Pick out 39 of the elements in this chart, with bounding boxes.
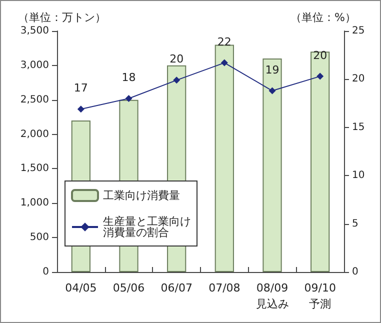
y2-tick-label: 25: [352, 26, 365, 36]
data-label: 17: [74, 82, 88, 95]
x-tick-label: 05/06: [112, 282, 145, 294]
x-tick-label: 06/07: [160, 282, 192, 294]
y-tick-label: 1,000: [20, 198, 49, 209]
x-tick-label: 04/05: [65, 282, 97, 294]
data-label: 20: [313, 48, 328, 62]
y2-axis-title: （単位：%）: [290, 11, 356, 24]
point: [77, 106, 84, 113]
y-tick-label: 2,500: [20, 94, 49, 106]
data-label: 22: [217, 35, 232, 48]
bar: [214, 44, 234, 272]
bar: [262, 58, 282, 272]
point: [125, 94, 132, 102]
point: [220, 59, 228, 66]
y2-tick-label: 0: [352, 266, 358, 278]
legend-label: 工業向け消費量: [103, 189, 180, 202]
y2-tick-label: 20: [352, 74, 365, 85]
x-tick-label: 08/09 見込み: [256, 282, 289, 310]
y2-tick-label: 10: [352, 170, 365, 182]
data-label: 19: [265, 63, 280, 76]
y2-tick-label: 5: [352, 218, 358, 230]
point: [173, 76, 180, 84]
y2-tick-label: 15: [352, 122, 365, 133]
y-tick-label: 500: [30, 232, 49, 244]
x-tick-label: 09/10 予測: [304, 282, 336, 310]
y-tick-label: 1,500: [20, 163, 49, 174]
legend-label: 生産量と工業向け消費量の割合: [103, 215, 191, 239]
y-tick-label: 3,000: [20, 60, 49, 71]
data-label: 20: [170, 52, 184, 66]
data-label: 18: [122, 70, 136, 84]
bar: [310, 52, 330, 272]
point: [316, 72, 324, 80]
x-tick-label: 07/08: [208, 282, 240, 294]
y-axis-title: （単位：万トン）: [18, 11, 106, 24]
y-tick-label: 2,000: [20, 128, 49, 140]
y-tick-label: 3,500: [20, 26, 49, 36]
point: [268, 87, 276, 94]
y-tick-label: 0: [42, 266, 49, 278]
